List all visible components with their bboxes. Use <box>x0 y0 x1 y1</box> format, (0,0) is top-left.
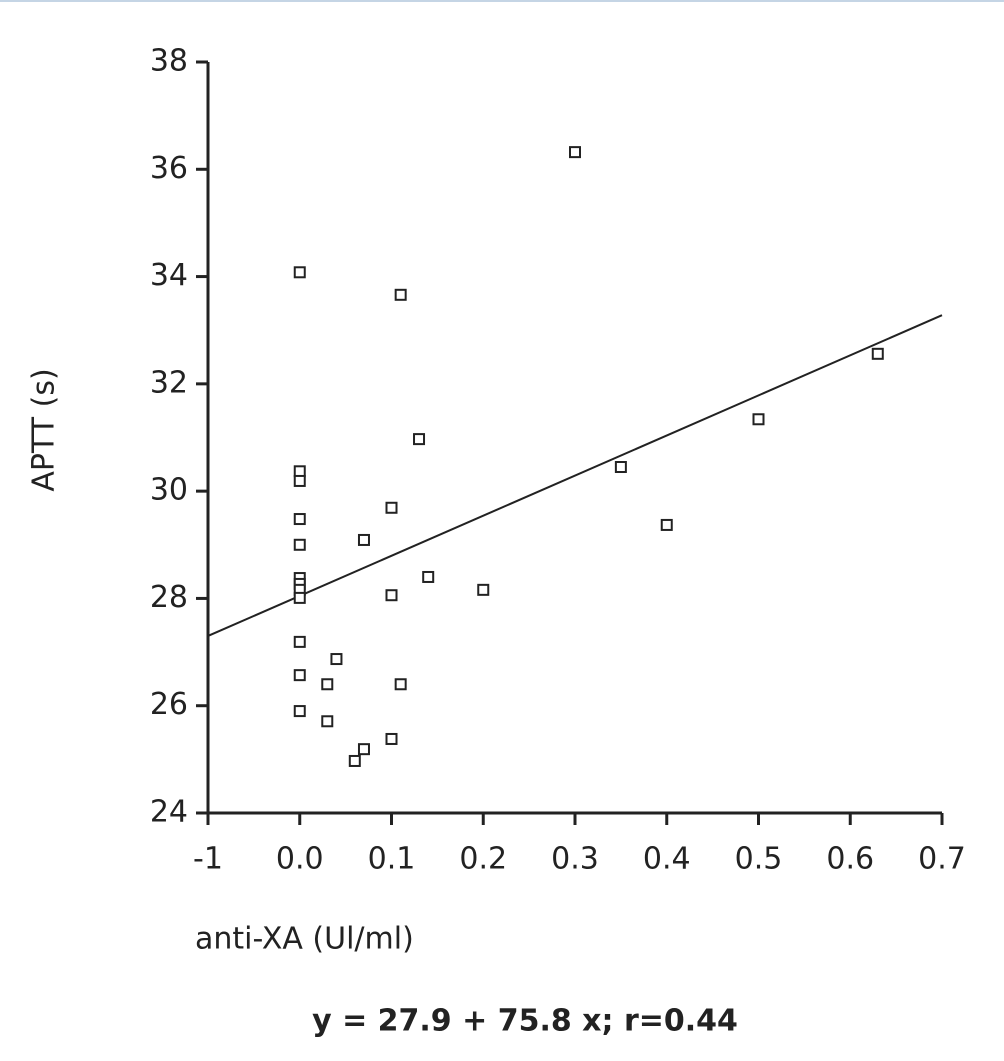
point <box>293 635 306 648</box>
point <box>293 465 306 478</box>
point <box>293 266 306 279</box>
point <box>293 669 306 682</box>
point <box>293 705 306 718</box>
point <box>477 583 490 596</box>
point <box>385 501 398 514</box>
point <box>357 533 370 546</box>
x-tick-label: -1 <box>193 842 223 877</box>
point <box>569 146 581 159</box>
y-tick-label: 38 <box>150 44 188 79</box>
point <box>871 347 884 360</box>
point <box>293 538 306 551</box>
point <box>385 589 398 602</box>
x-tick-label: 0.6 <box>826 842 874 877</box>
point <box>321 715 334 728</box>
point <box>385 732 398 745</box>
x-tick-label: 0.1 <box>368 842 416 877</box>
point <box>293 591 306 604</box>
y-axis-label: APTT (s) <box>27 368 62 491</box>
point <box>660 518 673 531</box>
point <box>422 570 435 583</box>
y-tick-label: 32 <box>150 365 188 400</box>
y-tick-label: 26 <box>150 687 188 722</box>
point <box>293 513 306 526</box>
point <box>752 413 765 426</box>
point <box>348 754 361 767</box>
y-tick-label: 30 <box>150 473 188 508</box>
y-tick-label: 34 <box>150 258 188 293</box>
point <box>293 474 306 487</box>
point <box>321 678 334 691</box>
x-tick-label: 0.0 <box>276 842 324 877</box>
fit-line <box>207 314 943 637</box>
x-tick-label: 0.3 <box>551 842 599 877</box>
y-tick-label: 28 <box>150 580 188 615</box>
y-tick-label: 24 <box>150 795 188 830</box>
point <box>357 743 370 756</box>
point <box>394 288 407 301</box>
point <box>394 678 407 691</box>
point <box>614 461 627 474</box>
point <box>330 653 343 666</box>
x-tick-label: 0.2 <box>459 842 507 877</box>
caption: y = 27.9 + 75.8 x; r=0.44 <box>312 1004 738 1039</box>
x-tick-label: 0.7 <box>918 842 966 877</box>
x-axis-label: anti-XA (Ul/ml) <box>195 922 414 957</box>
point <box>413 433 426 446</box>
y-tick-label: 36 <box>150 151 188 186</box>
x-tick-label: 0.5 <box>735 842 783 877</box>
x-tick-label: 0.4 <box>643 842 691 877</box>
